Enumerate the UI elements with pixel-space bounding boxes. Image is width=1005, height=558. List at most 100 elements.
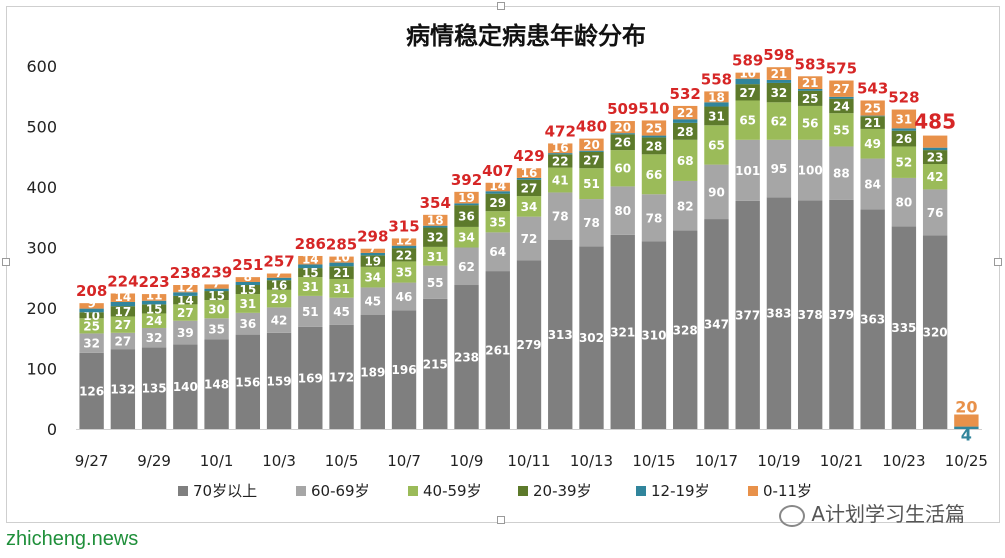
bar-segment bbox=[79, 303, 104, 309]
segment-label: 22 bbox=[677, 106, 694, 120]
bar-segment bbox=[329, 266, 354, 279]
y-tick-label: 400 bbox=[26, 178, 57, 197]
segment-label: 78 bbox=[583, 216, 600, 230]
bar-segment bbox=[141, 347, 167, 429]
bar-segment bbox=[141, 294, 167, 301]
segment-label: 65 bbox=[739, 114, 756, 128]
bar-segment bbox=[516, 196, 542, 217]
segment-label: 65 bbox=[708, 138, 725, 152]
segment-label: 34 bbox=[364, 271, 381, 285]
bar-total-label: 485 bbox=[914, 110, 956, 134]
bar-segment bbox=[454, 226, 479, 248]
segment-label: 302 bbox=[579, 331, 604, 345]
segment-label: 31 bbox=[333, 282, 350, 296]
bar-segment bbox=[735, 78, 760, 85]
bar-segment bbox=[266, 273, 292, 278]
bar-segment bbox=[673, 180, 698, 231]
resize-handle-left[interactable] bbox=[2, 258, 10, 266]
bar-segment bbox=[610, 234, 635, 429]
bar-segment bbox=[891, 130, 917, 147]
segment-label: 36 bbox=[239, 317, 256, 331]
legend-label: 40-59岁 bbox=[423, 482, 482, 500]
bar-segment bbox=[673, 122, 698, 140]
segment-label: 25 bbox=[864, 102, 881, 116]
legend-label: 20-39岁 bbox=[533, 482, 592, 500]
bar-segment bbox=[548, 153, 573, 155]
bar-segment bbox=[610, 133, 635, 135]
bar-segment bbox=[235, 285, 261, 295]
y-tick-label: 300 bbox=[26, 239, 57, 258]
bar-segment bbox=[173, 285, 198, 293]
bar-segment bbox=[391, 282, 417, 311]
segment-label: 12 bbox=[177, 280, 194, 294]
legend-swatch bbox=[296, 486, 306, 496]
segment-label: 60 bbox=[614, 162, 631, 176]
segment-label: 68 bbox=[677, 154, 694, 168]
resize-handle-bottom[interactable] bbox=[497, 516, 505, 524]
bar-segment bbox=[766, 139, 792, 198]
segment-label: 378 bbox=[798, 308, 823, 322]
bar-segment bbox=[610, 186, 635, 235]
bar-total-label: 558 bbox=[701, 70, 732, 88]
segment-label: 64 bbox=[489, 245, 506, 259]
x-tick-label: 10/25 bbox=[945, 452, 988, 470]
resize-handle-right[interactable] bbox=[994, 258, 1002, 266]
segment-label: 25 bbox=[83, 319, 100, 333]
x-tick-label: 10/13 bbox=[570, 452, 613, 470]
bar-segment bbox=[922, 189, 948, 236]
segment-label: 261 bbox=[485, 344, 510, 358]
segment-label: 20 bbox=[614, 121, 631, 135]
bar-segment bbox=[797, 200, 823, 429]
bar-segment bbox=[329, 324, 354, 429]
bar-segment bbox=[922, 235, 948, 429]
segment-label: 310 bbox=[641, 329, 666, 343]
legend-swatch bbox=[748, 486, 758, 496]
segment-label: 7 bbox=[275, 266, 283, 280]
segment-label: 35 bbox=[208, 322, 225, 336]
bar-segment bbox=[141, 300, 167, 305]
segment-label: 32 bbox=[146, 331, 163, 345]
segment-label: 36 bbox=[458, 210, 475, 224]
x-tick-label: 9/27 bbox=[75, 452, 109, 470]
segment-label: 19 bbox=[364, 255, 381, 269]
segment-label: 31 bbox=[896, 112, 913, 126]
segment-label: 14 bbox=[177, 294, 194, 308]
segment-label: 14 bbox=[489, 179, 506, 193]
bar-segment bbox=[954, 414, 979, 427]
segment-label: 45 bbox=[364, 295, 381, 309]
bar-segment bbox=[735, 200, 760, 429]
bar-segment bbox=[391, 261, 417, 283]
bar-segment bbox=[391, 238, 417, 246]
x-tick-label: 10/9 bbox=[450, 452, 484, 470]
segment-label: 189 bbox=[360, 365, 385, 379]
segment-label: 30 bbox=[208, 303, 225, 317]
bar-segment bbox=[797, 105, 823, 140]
bar-segment bbox=[173, 292, 198, 296]
bar-segment bbox=[173, 304, 198, 321]
bar-total-label: 286 bbox=[295, 235, 326, 253]
x-tick-label: 10/1 bbox=[200, 452, 234, 470]
bar-segment bbox=[485, 191, 510, 194]
segment-label: 16 bbox=[552, 141, 569, 155]
bar-segment bbox=[766, 197, 792, 429]
bar-segment bbox=[579, 151, 604, 169]
bar-segment bbox=[579, 246, 604, 429]
bar-segment bbox=[360, 248, 385, 253]
bar-segment bbox=[485, 182, 510, 192]
segment-label: 383 bbox=[766, 307, 791, 321]
bar-segment bbox=[454, 203, 479, 206]
bar-segment bbox=[298, 264, 323, 269]
bar-segment bbox=[704, 106, 729, 126]
x-tick-label: 9/29 bbox=[137, 452, 171, 470]
segment-label: 347 bbox=[704, 318, 729, 332]
bar-total-label: 528 bbox=[888, 89, 919, 107]
resize-handle-top[interactable] bbox=[497, 2, 505, 10]
bar-segment bbox=[485, 271, 510, 429]
bar-segment bbox=[360, 314, 385, 429]
bar-total-label: 589 bbox=[732, 52, 763, 70]
bar-segment bbox=[266, 277, 292, 281]
bar-segment bbox=[548, 154, 573, 168]
segment-label: 328 bbox=[673, 323, 698, 337]
bar-segment bbox=[141, 313, 167, 328]
bar-total-label: 509 bbox=[607, 100, 638, 118]
